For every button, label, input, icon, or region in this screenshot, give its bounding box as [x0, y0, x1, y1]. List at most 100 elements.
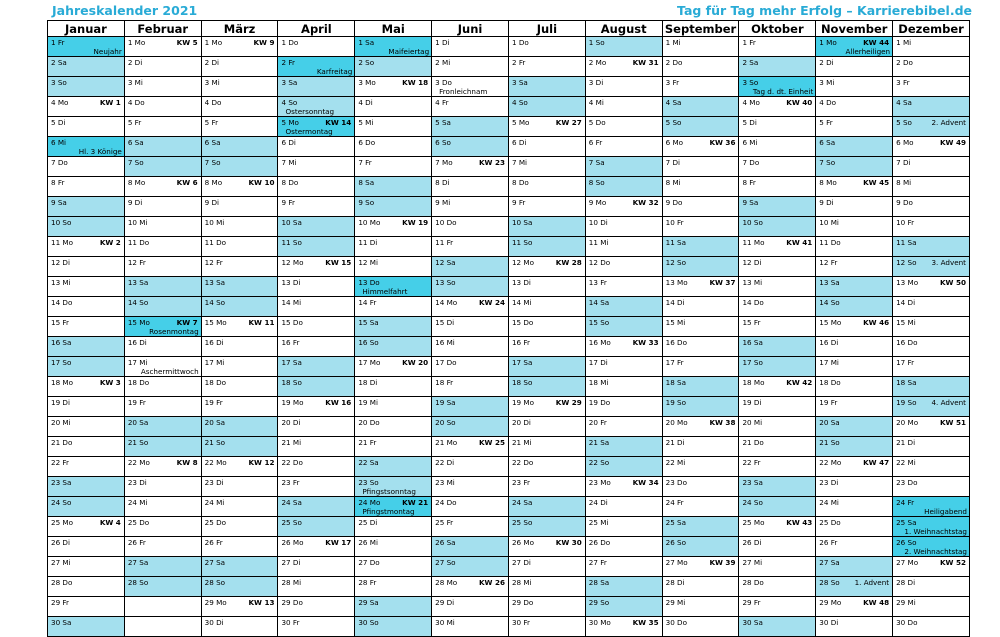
day-row: 14 Do 14 So 14 So 14 Mi 14 Fr 14 Mo KW 24 14 Mi…: [47, 296, 970, 317]
advent-label: 4. Advent: [931, 398, 966, 407]
day-cell: 28 So 1. Advent: [815, 576, 894, 597]
day-label: 14 Mi: [281, 298, 302, 307]
week-number: KW 30: [555, 538, 582, 547]
day-cell: 2 Fr Karfreitag: [277, 56, 356, 77]
day-label: 12 Di: [742, 258, 762, 267]
day-cell: 20 Mi: [738, 416, 817, 437]
day-label: 3 Mo: [358, 78, 376, 87]
day-label: 25 So: [511, 518, 533, 527]
day-cell: 30 Mo KW 35: [584, 616, 663, 637]
day-cell: 11 Do: [123, 236, 202, 257]
day-cell: 15 Sa: [354, 316, 433, 337]
day-cell: 13 Sa: [123, 276, 202, 297]
day-label: 27 Mi: [51, 558, 71, 567]
day-label: 18 Di: [358, 378, 378, 387]
day-label: 11 Mo: [51, 238, 74, 247]
day-label: 14 So: [204, 298, 226, 307]
day-label: 18 So: [281, 378, 302, 387]
day-label: 13 Sa: [204, 278, 226, 287]
day-label: 16 Di: [127, 338, 147, 347]
holiday-label: Pfingstsonntag: [362, 486, 416, 496]
day-label: 20 Mo: [665, 418, 688, 427]
day-label: 30 Fr: [281, 618, 300, 627]
day-cell: 15 Mo KW 7 Rosenmontag: [123, 316, 202, 337]
day-cell: 26 Mo KW 30: [507, 536, 586, 557]
slogan: Tag für Tag mehr Erfolg – Karrierebibel.…: [677, 3, 972, 18]
day-cell: 1 Mo KW 9: [200, 36, 279, 57]
day-label: 7 Fr: [358, 158, 372, 167]
day-label: 15 Sa: [358, 318, 379, 327]
day-cell: 20 Di: [277, 416, 356, 437]
day-cell: 18 Do: [123, 376, 202, 397]
day-label: 3 Fr: [665, 78, 680, 87]
day-label: 27 Mo: [665, 558, 688, 567]
week-number: KW 13: [248, 598, 275, 607]
day-label: 13 Sa: [819, 278, 840, 287]
day-row: 11 Mo KW 2 11 Do 11 Do 11 So 11 Di 11 Fr 11 So 1…: [47, 236, 970, 257]
day-label: 14 Do: [51, 298, 73, 307]
week-number: KW 33: [632, 338, 659, 347]
day-cell: 27 Sa: [123, 556, 202, 577]
day-cell: 25 Do: [200, 516, 279, 537]
day-label: 17 Fr: [665, 358, 684, 367]
day-label: 16 Sa: [742, 338, 763, 347]
day-label: 23 Mo: [588, 478, 611, 487]
week-number: KW 25: [478, 438, 505, 447]
day-cell: 18 Mi: [584, 376, 663, 397]
month-header: Juli: [507, 20, 586, 37]
day-cell: 17 So: [47, 356, 125, 377]
day-cell: 21 Do: [738, 436, 817, 457]
day-cell: 21 Di: [661, 436, 740, 457]
day-label: 8 So: [588, 178, 605, 187]
day-cell: 7 So: [123, 156, 202, 177]
day-cell: 18 Mo KW 42: [738, 376, 817, 397]
day-cell: 26 Sa: [431, 536, 509, 557]
day-cell: 20 Mi: [47, 416, 125, 437]
day-row: 29 Fr 29 Mo KW 13 29 Do 29 Sa 29 Di 29 Do 29 So…: [47, 596, 970, 617]
day-label: 23 Di: [819, 478, 839, 487]
week-number: KW 38: [709, 418, 736, 427]
day-label: 5 Mi: [358, 118, 374, 127]
day-cell: 28 Sa: [584, 576, 663, 597]
day-cell: 2 Do: [892, 56, 970, 77]
holiday-label: Allerheiligen: [845, 46, 891, 56]
day-cell: 24 Mi: [815, 496, 894, 517]
day-label: 18 Mo: [742, 378, 765, 387]
day-cell: 24 Do: [431, 496, 509, 517]
day-cell: 28 So: [123, 576, 202, 597]
day-cell: 27 Sa: [200, 556, 279, 577]
day-cell: 12 Fr: [815, 256, 894, 277]
day-row: 20 Mi 20 Sa 20 Sa 20 Di 20 Do 20 So 20 Di 20 Fr…: [47, 416, 970, 437]
day-label: 8 Mi: [896, 178, 912, 187]
day-label: 23 So: [358, 478, 379, 487]
day-row: 13 Mi 13 Sa 13 Sa 13 Di 13 Do Himmelfahrt 13 S…: [47, 276, 970, 297]
day-cell: 24 So: [738, 496, 817, 517]
day-cell: 22 Mo KW 47: [815, 456, 894, 477]
day-label: 9 Mo: [588, 198, 607, 207]
day-cell: 17 Di: [584, 356, 663, 377]
week-number: KW 39: [709, 558, 736, 567]
day-label: 19 Sa: [435, 398, 456, 407]
day-cell: 8 Do: [507, 176, 586, 197]
day-cell: 1 Mo KW 44 Allerheiligen: [815, 36, 894, 57]
holiday-label: Himmelfahrt: [362, 286, 408, 296]
day-cell: 3 So Tag d. dt. Einheit: [738, 76, 817, 97]
day-label: 16 So: [358, 338, 379, 347]
day-label: 18 Mo: [51, 378, 74, 387]
day-label: 15 Mo: [204, 318, 227, 327]
day-label: 6 Di: [511, 138, 527, 147]
week-number: KW 18: [402, 78, 429, 87]
day-cell: 5 Fr: [123, 116, 202, 137]
day-cell: 24 Sa: [507, 496, 586, 517]
day-cell: 3 Fr: [661, 76, 740, 97]
day-label: 2 Mi: [435, 58, 451, 67]
day-cell: 5 Mo KW 27: [507, 116, 586, 137]
day-cell: 3 Mi: [815, 76, 894, 97]
calendar-body: 1 Fr Neujahr 1 Mo KW 5 1 Mo KW 9 1 Do 1 Sa Maife…: [47, 36, 970, 637]
day-label: 18 So: [511, 378, 533, 387]
day-cell: 4 Mo KW 40: [738, 96, 817, 117]
week-number: KW 24: [478, 298, 505, 307]
holiday-label: Heiligabend: [924, 506, 967, 516]
day-label: 28 Di: [665, 578, 685, 587]
day-cell: 11 Do: [200, 236, 279, 257]
